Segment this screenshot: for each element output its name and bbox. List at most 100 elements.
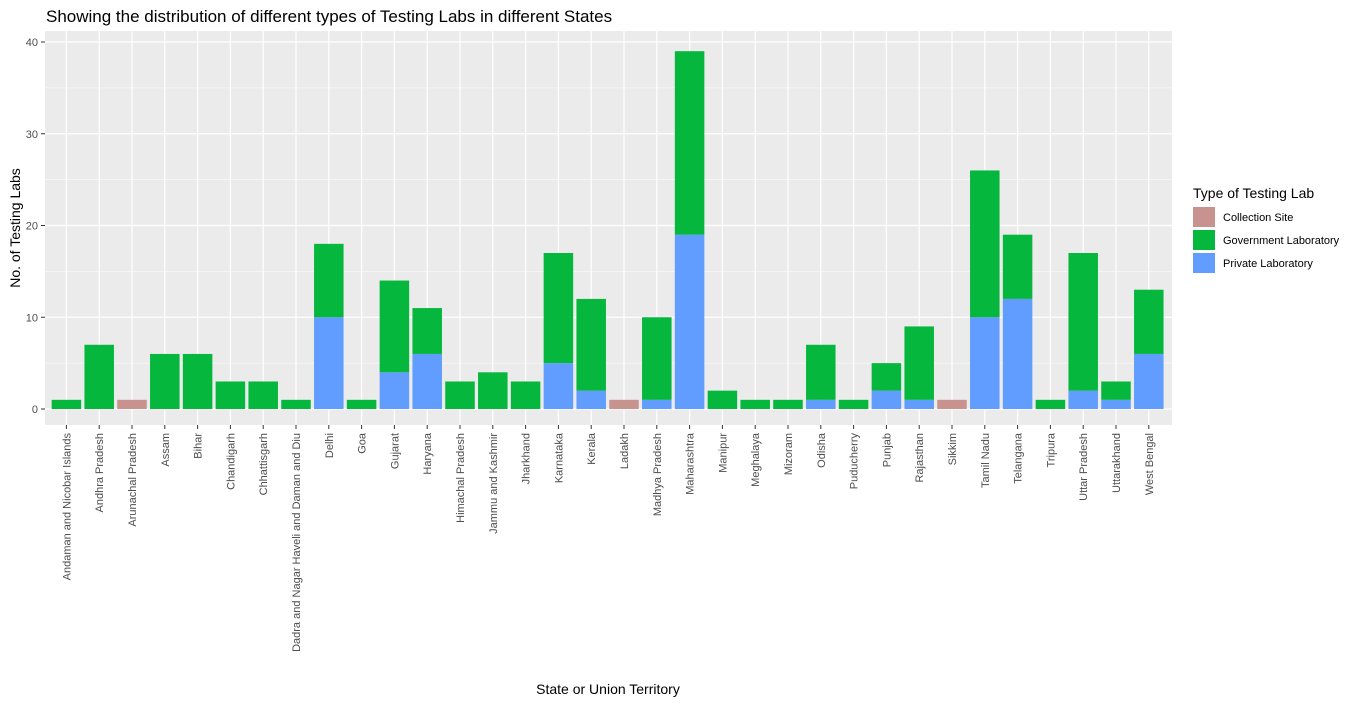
bar-private-laboratory <box>642 399 672 409</box>
y-tick-label: 20 <box>26 221 38 233</box>
bar-private-laboratory <box>1002 298 1033 409</box>
bar-government-laboratory <box>1035 399 1066 409</box>
bar-government-laboratory <box>314 243 344 318</box>
x-tick-label: West Bengal <box>1144 433 1156 495</box>
x-tick-label: Tripura <box>1045 432 1057 467</box>
x-tick-label: Madhya Pradesh <box>652 433 664 516</box>
bar-private-laboratory <box>1101 399 1131 409</box>
x-tick-label: Haryana <box>422 432 434 474</box>
bar-government-laboratory <box>51 399 82 409</box>
x-tick-label: Andaman and Nicobar Islands <box>61 433 73 581</box>
bar-private-laboratory <box>1068 390 1098 409</box>
x-tick-label: Gujarat <box>389 433 401 469</box>
chart-title: Showing the distribution of different ty… <box>46 7 612 26</box>
bar-private-laboratory <box>806 399 836 409</box>
bar-government-laboratory <box>806 344 836 400</box>
bar-government-laboratory <box>1068 253 1098 391</box>
x-tick-label: Tamil Nadu <box>980 433 992 488</box>
legend-label: Collection Site <box>1223 212 1293 224</box>
x-tick-label: Assam <box>160 433 172 467</box>
bar-private-laboratory <box>576 390 606 409</box>
bar-government-laboratory <box>740 399 770 409</box>
x-axis-title: State or Union Territory <box>536 681 680 697</box>
bar-private-laboratory <box>970 317 1000 409</box>
bar-government-laboratory <box>412 308 442 354</box>
x-tick-label: Chandigarh <box>225 433 237 490</box>
bar-collection-site <box>117 399 147 409</box>
bar-government-laboratory <box>1101 381 1131 400</box>
bar-government-laboratory <box>215 381 246 409</box>
bar-government-laboratory <box>1134 289 1164 354</box>
x-tick-label: Bihar <box>193 433 205 459</box>
bar-private-laboratory <box>904 399 934 409</box>
x-tick-label: Puducherry <box>849 433 861 490</box>
x-tick-label: Ladakh <box>619 433 631 469</box>
x-tick-label: Jammu and Kashmir <box>488 433 500 534</box>
bar-government-laboratory <box>576 298 606 391</box>
x-tick-label: Karnataka <box>553 432 565 483</box>
bar-government-laboratory <box>281 399 311 409</box>
bar-government-laboratory <box>84 344 114 409</box>
x-tick-label: Punjab <box>881 433 893 467</box>
bar-private-laboratory <box>674 234 705 409</box>
bar-government-laboratory <box>838 399 869 409</box>
y-axis-title: No. of Testing Labs <box>7 168 23 288</box>
bar-government-laboratory <box>707 390 738 409</box>
bar-private-laboratory <box>1134 353 1164 409</box>
x-tick-label: Odisha <box>816 432 828 468</box>
x-tick-label: Dadra and Nagar Haveli and Daman and Diu <box>291 433 303 652</box>
bar-government-laboratory <box>871 363 902 391</box>
bar-government-laboratory <box>150 353 180 409</box>
y-tick-label: 10 <box>26 312 38 324</box>
bar-government-laboratory <box>478 372 508 409</box>
bar-government-laboratory <box>182 353 213 409</box>
x-tick-label: Goa <box>357 432 369 454</box>
bar-government-laboratory <box>543 253 574 364</box>
bar-private-laboratory <box>379 372 410 409</box>
bar-government-laboratory <box>904 326 934 400</box>
x-tick-label: Manipur <box>717 433 729 473</box>
x-tick-label: Mizoram <box>783 433 795 475</box>
x-tick-label: Uttar Pradesh <box>1078 433 1090 501</box>
bar-government-laboratory <box>674 51 705 235</box>
legend: Type of Testing Lab Collection Site Gover… <box>1193 185 1340 273</box>
x-tick-label: Rajasthan <box>914 433 926 483</box>
bar-government-laboratory <box>510 381 541 409</box>
bar-private-laboratory <box>314 317 344 409</box>
bar-collection-site <box>937 399 967 409</box>
x-tick-label: Sikkim <box>947 433 959 465</box>
x-tick-label: Delhi <box>324 433 336 458</box>
x-tick-label: Jharkhand <box>521 433 533 484</box>
y-tick-label: 0 <box>32 404 38 416</box>
bar-government-laboratory <box>248 381 278 409</box>
x-tick-label: Meghalaya <box>750 432 762 487</box>
bar-government-laboratory <box>970 170 1000 318</box>
x-tick-label: Andhra Pradesh <box>94 433 106 513</box>
bar-collection-site <box>609 399 639 409</box>
y-tick-label: 40 <box>26 37 38 49</box>
x-tick-label: Maharashtra <box>685 432 697 495</box>
legend-label: Private Laboratory <box>1223 258 1313 270</box>
x-axis: Andaman and Nicobar Islands Andhra Prades… <box>61 425 1156 652</box>
x-tick-label: Telangana <box>1013 432 1025 484</box>
legend-label: Government Laboratory <box>1223 235 1340 247</box>
legend-title: Type of Testing Lab <box>1193 185 1314 201</box>
x-tick-label: Chhattisgarh <box>258 433 270 495</box>
bar-private-laboratory <box>871 390 902 409</box>
bar-government-laboratory <box>445 381 475 409</box>
bar-government-laboratory <box>379 280 410 373</box>
bar-private-laboratory <box>412 353 442 409</box>
x-tick-label: Uttarakhand <box>1111 433 1123 493</box>
legend-swatch <box>1193 207 1215 227</box>
x-tick-label: Himachal Pradesh <box>455 433 467 523</box>
x-tick-label: Kerala <box>586 432 598 465</box>
legend-swatch <box>1193 253 1215 273</box>
bars <box>51 51 1164 409</box>
bar-private-laboratory <box>543 363 574 409</box>
bar-government-laboratory <box>1002 234 1033 299</box>
bar-government-laboratory <box>642 317 672 400</box>
y-axis: 0 10 20 30 40 <box>26 37 45 416</box>
bar-government-laboratory <box>773 399 803 409</box>
y-tick-label: 30 <box>26 129 38 141</box>
